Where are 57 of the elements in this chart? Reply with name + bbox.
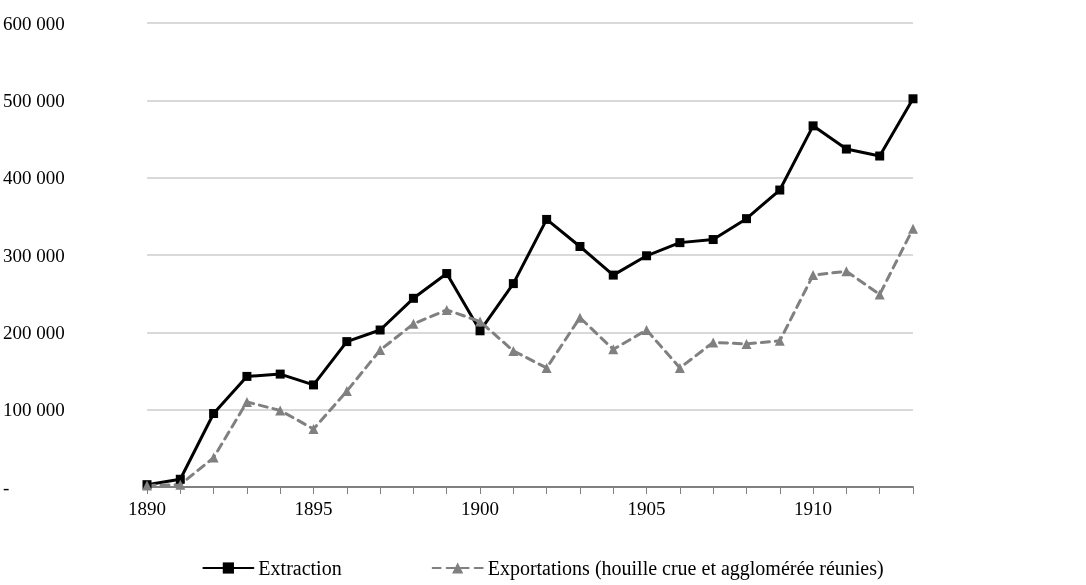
point [508,279,518,289]
y-tick-label: 600 000 [3,12,65,34]
point [875,151,885,161]
point [309,380,319,390]
point [708,235,718,245]
point [574,312,585,323]
point [774,335,785,346]
y-tick-label: 200 000 [3,321,65,343]
point [508,345,519,356]
y-tick-label: 100 000 [3,399,65,421]
legend-label: Extraction [258,557,342,579]
x-tick-label: 1910 [794,498,833,519]
point [608,344,619,355]
y-tick-label: 500 000 [3,89,65,111]
y-tick-label: 300 000 [3,244,65,266]
point [241,396,252,407]
x-tick-label: 1890 [128,498,166,519]
point [375,345,386,356]
x-tick-label: 1905 [627,498,666,519]
point [275,369,285,379]
point [841,144,851,154]
point [175,479,186,490]
legend-label: Exportations (houille crue et agglomérée réunies) [487,557,884,580]
point [308,424,319,434]
point [808,270,819,281]
point [908,223,918,234]
point [342,337,352,347]
point [741,214,751,224]
point [408,318,419,329]
point [708,337,719,348]
point [874,289,885,300]
point [442,269,452,279]
point [542,214,552,224]
point [575,241,585,251]
x-tick-label: 1900 [461,498,500,519]
point [408,293,418,303]
point [808,121,818,131]
point [674,362,685,373]
y-tick-label: - [3,476,10,498]
point [541,362,552,373]
point [208,452,219,463]
point [642,251,652,261]
point [375,325,385,335]
point [275,405,286,416]
x-tick-label: 1895 [294,498,333,519]
point [775,185,785,195]
point [209,409,219,419]
point [675,238,685,248]
point [841,266,852,277]
point [608,270,618,280]
point [475,316,486,327]
y-tick-label: 400 000 [3,167,65,189]
point [908,94,918,104]
point [242,371,252,381]
point [441,304,452,315]
point [741,338,752,349]
point [641,325,652,336]
